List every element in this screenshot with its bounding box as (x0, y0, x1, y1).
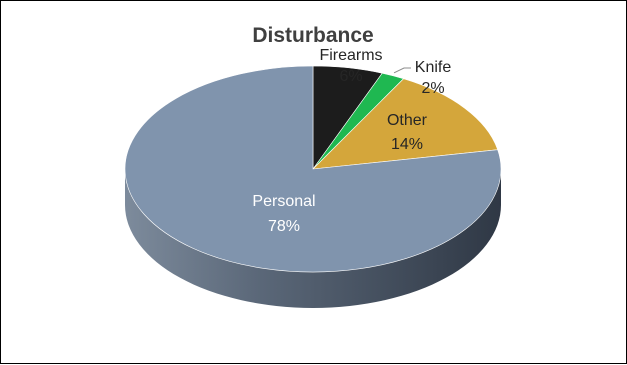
leader-line-knife (393, 67, 411, 74)
pie-depth (125, 169, 501, 308)
label-personal-name: Personal (252, 193, 315, 210)
label-firearms-name: Firearms (319, 47, 382, 64)
slice-side-personal (125, 169, 501, 308)
leader-lines (393, 67, 411, 74)
pie-slices (124, 65, 502, 273)
label-other-name: Other (387, 112, 428, 129)
label-other-value: 14% (391, 136, 423, 153)
label-knife-name: Knife (415, 59, 452, 76)
slice-other (312, 78, 499, 170)
label-firearms-value: 6% (339, 68, 362, 85)
data-labels: Firearms 6% Knife 2% Other 14% Personal 78% (252, 47, 451, 235)
slice-personal (124, 65, 502, 273)
label-knife-value: 2% (421, 80, 444, 97)
label-personal-value: 78% (268, 218, 300, 235)
chart-title: Disturbance (252, 24, 373, 47)
